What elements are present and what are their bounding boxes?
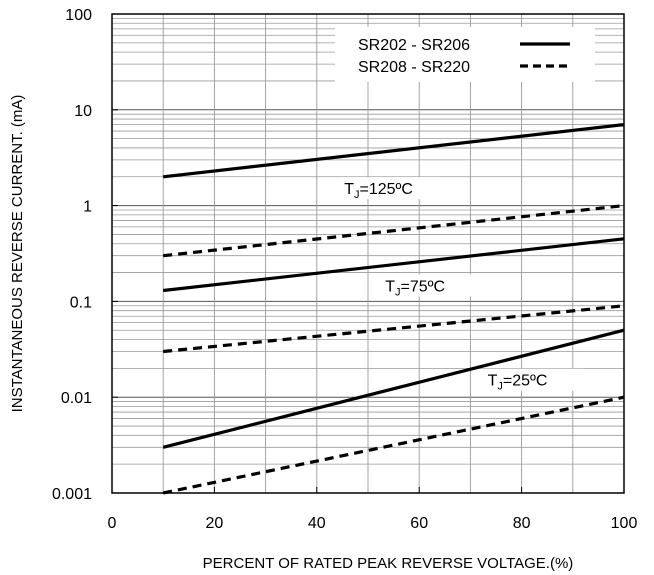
y-tick-label: 10: [74, 103, 92, 120]
legend: SR202 - SR206 SR208 - SR220: [335, 27, 595, 82]
legend-label: SR208 - SR220: [358, 59, 470, 76]
series-line: [163, 204, 625, 258]
temperature-annotations: TJ=125ºC TJ=75ºC TJ=25ºC: [338, 177, 584, 393]
x-axis-ticks: 0 20 40 60 80 100: [108, 487, 638, 532]
temperature-label: TJ=25ºC: [488, 373, 548, 393]
series-lines: [162, 123, 625, 495]
annotation-background: [379, 274, 482, 297]
y-axis-label: INSTANTANEOUS REVERSE CURRENT. (mA): [9, 95, 26, 413]
y-tick-label: 0.001: [52, 486, 92, 503]
x-tick-label: 0: [108, 515, 117, 532]
y-tick-label: 0.01: [61, 390, 92, 407]
grid: [112, 14, 624, 494]
y-axis-ticks: 0.001 0.01 0.1 1 10 100: [52, 7, 118, 503]
y-tick-label: 100: [65, 7, 92, 24]
temperature-label: TJ=125ºC: [344, 181, 413, 201]
y-tick-label: 1: [83, 199, 92, 216]
x-tick-label: 40: [308, 515, 326, 532]
series-line: [163, 123, 625, 179]
x-tick-label: 20: [206, 515, 224, 532]
series-line: [162, 395, 625, 495]
temperature-label: TJ=75ºC: [385, 278, 445, 298]
x-tick-label: 100: [611, 515, 638, 532]
annotation-background: [338, 177, 441, 200]
series-line: [162, 328, 625, 449]
legend-background: [335, 27, 595, 82]
plot-frame: [111, 13, 625, 494]
legend-label: SR202 - SR206: [358, 37, 470, 54]
x-tick-label: 80: [513, 515, 531, 532]
x-tick-label: 60: [410, 515, 428, 532]
y-tick-label: 0.1: [70, 294, 92, 311]
annotation-background: [481, 368, 584, 391]
series-line: [163, 304, 625, 354]
series-line: [163, 237, 625, 293]
x-axis-label: PERCENT OF RATED PEAK REVERSE VOLTAGE.(%…: [203, 555, 574, 572]
